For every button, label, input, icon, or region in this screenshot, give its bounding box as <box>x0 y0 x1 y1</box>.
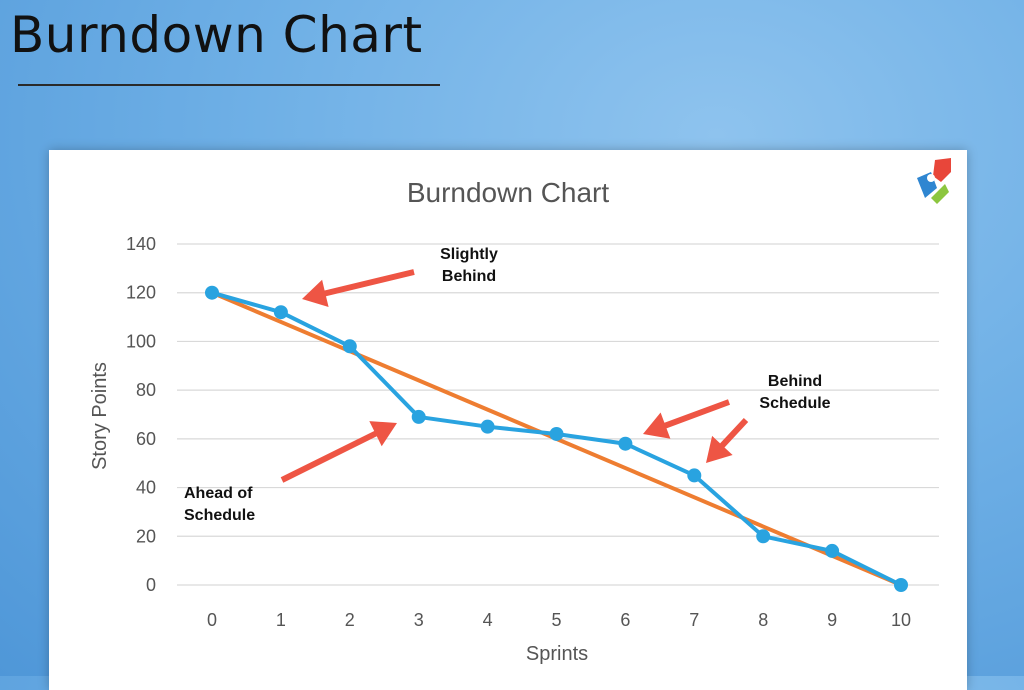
y-tick-label: 100 <box>126 331 156 351</box>
annotation-arrows <box>280 269 749 483</box>
y-axis-ticks: 0 20 40 60 80 100 120 140 <box>126 234 156 595</box>
x-tick-label: 2 <box>345 610 355 630</box>
x-tick-label: 5 <box>551 610 561 630</box>
x-tick-label: 4 <box>483 610 493 630</box>
y-tick-label: 120 <box>126 283 156 303</box>
annotation-label: Behind <box>768 373 822 390</box>
chart-title: Burndown Chart <box>407 177 610 208</box>
annotation-arrow <box>280 421 397 483</box>
slide-title: Burndown Chart <box>10 6 423 64</box>
annotation-arrow <box>643 399 730 439</box>
y-tick-label: 140 <box>126 234 156 254</box>
x-tick-label: 0 <box>207 610 217 630</box>
y-tick-label: 20 <box>136 526 156 546</box>
data-point <box>894 578 908 592</box>
x-tick-label: 3 <box>414 610 424 630</box>
x-tick-label: 8 <box>758 610 768 630</box>
y-tick-label: 40 <box>136 478 156 498</box>
x-tick-label: 7 <box>689 610 699 630</box>
y-tick-label: 60 <box>136 429 156 449</box>
annotation-label: Slightly <box>440 246 498 263</box>
y-axis-label: Story Points <box>89 362 111 470</box>
data-point <box>480 419 495 434</box>
data-point <box>273 305 288 320</box>
data-point <box>205 285 219 300</box>
x-tick-label: 1 <box>276 610 286 630</box>
data-point <box>825 543 840 558</box>
annotation-label: Ahead of <box>184 485 253 502</box>
burndown-chart: Burndown Chart 0 20 40 60 80 100 120 140 0 1 2 3 4 5… <box>89 158 951 665</box>
chart-card: Burndown Chart 0 20 40 60 80 100 120 140 0 1 2 3 4 5… <box>49 150 967 690</box>
x-axis-ticks: 0 1 2 3 4 5 6 7 8 9 10 <box>207 610 911 630</box>
x-tick-label: 10 <box>891 610 911 630</box>
annotation-label: Behind <box>442 268 496 285</box>
annotation-label: Schedule <box>759 395 830 412</box>
data-point <box>342 339 357 354</box>
gridlines <box>177 243 939 586</box>
data-point <box>549 426 564 441</box>
data-point <box>756 529 771 544</box>
annotations: Slightly Behind Ahead of Schedule Behind Sche… <box>184 246 831 524</box>
title-divider <box>18 84 440 86</box>
y-tick-label: 80 <box>136 380 156 400</box>
x-tick-label: 9 <box>827 610 837 630</box>
x-tick-label: 6 <box>620 610 630 630</box>
y-tick-label: 0 <box>146 575 156 595</box>
annotation-arrow <box>302 269 415 307</box>
data-point <box>618 436 633 451</box>
annotation-arrow <box>706 418 749 463</box>
annotation-label: Schedule <box>184 507 255 524</box>
data-point <box>411 409 426 424</box>
data-point <box>687 468 702 483</box>
company-logo-icon <box>917 158 951 204</box>
plot-series <box>205 285 908 592</box>
x-axis-label: Sprints <box>526 643 588 665</box>
